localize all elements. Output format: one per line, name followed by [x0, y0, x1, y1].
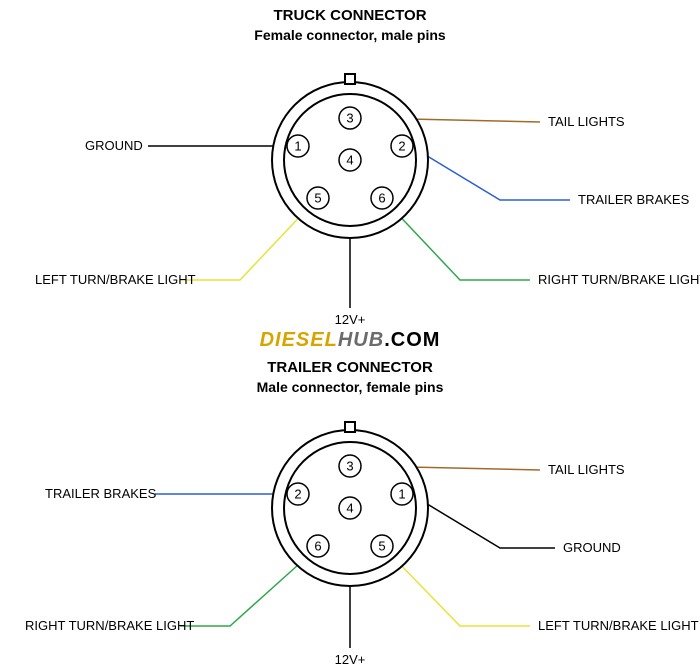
truck-pin-5-label: 5 — [314, 191, 321, 206]
logo: DIESELHUB.COM — [260, 329, 441, 351]
truck-label-tail: TAIL LIGHTS — [548, 114, 625, 129]
truck-wire-right — [392, 208, 530, 280]
truck-pin-1-label: 1 — [294, 139, 301, 154]
truck-notch — [345, 74, 355, 84]
truck-label-ground: GROUND — [85, 138, 143, 153]
trailer-pin-1-label: 1 — [398, 487, 405, 502]
truck-wire-left — [180, 208, 308, 280]
trailer-pin-5-label: 5 — [378, 539, 385, 554]
truck-label-right: RIGHT TURN/BRAKE LIGHT — [538, 272, 700, 287]
trailer-label-right: RIGHT TURN/BRAKE LIGHT — [25, 618, 194, 633]
connector-diagram: TRUCK CONNECTOR Female connector, male pi… — [0, 0, 700, 672]
truck-title: TRUCK CONNECTOR — [273, 7, 426, 24]
trailer-wire-ground — [414, 496, 555, 548]
truck-label-power: 12V+ — [335, 312, 366, 327]
truck-subtitle: Female connector, male pins — [254, 27, 446, 43]
truck-pin-2-label: 2 — [398, 139, 405, 154]
trailer-label-tail: TAIL LIGHTS — [548, 462, 625, 477]
trailer-label-left: LEFT TURN/BRAKE LIGHT — [538, 618, 699, 633]
trailer-wire-right — [180, 556, 308, 626]
trailer-notch — [345, 422, 355, 432]
truck: TRUCK CONNECTOR Female connector, male pi… — [35, 7, 700, 327]
trailer-pin-4-label: 4 — [346, 501, 353, 516]
logo-part-3: .COM — [384, 329, 440, 351]
logo-part-2: HUB — [338, 329, 384, 351]
trailer-wire-left — [392, 556, 530, 626]
trailer-title: TRAILER CONNECTOR — [267, 359, 433, 376]
truck-pin-6-label: 6 — [378, 191, 385, 206]
truck-wire-brakes — [414, 148, 570, 200]
truck-label-brakes: TRAILER BRAKES — [578, 192, 690, 207]
trailer-pin-2-label: 2 — [294, 487, 301, 502]
trailer-subtitle: Male connector, female pins — [257, 379, 444, 395]
truck-label-left: LEFT TURN/BRAKE LIGHT — [35, 272, 196, 287]
trailer-pin-6-label: 6 — [314, 539, 321, 554]
truck-pin-4-label: 4 — [346, 153, 353, 168]
trailer: TRAILER CONNECTOR Male connector, female … — [25, 359, 699, 667]
trailer-pin-3-label: 3 — [346, 459, 353, 474]
logo-part-1: DIESEL — [260, 329, 338, 351]
trailer-label-ground: GROUND — [563, 540, 621, 555]
trailer-label-power: 12V+ — [335, 652, 366, 667]
truck-pin-3-label: 3 — [346, 111, 353, 126]
trailer-label-brakes: TRAILER BRAKES — [45, 486, 157, 501]
